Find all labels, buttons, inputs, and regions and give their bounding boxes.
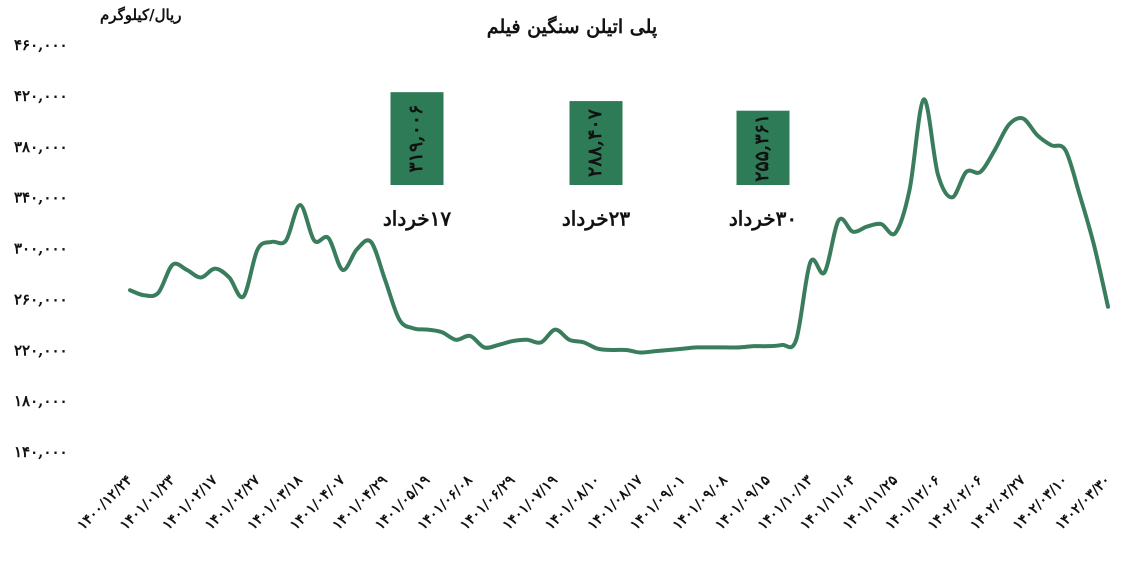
y-tick-label: ۱۴۰,۰۰۰ (14, 443, 68, 461)
y-tick-label: ۳۸۰,۰۰۰ (14, 138, 68, 156)
y-tick-label: ۲۲۰,۰۰۰ (14, 341, 68, 359)
annotation-box (569, 101, 623, 185)
y-tick-label: ۴۶۰,۰۰۰ (14, 36, 68, 54)
annotation-value: ۲۸۸,۴۰۷ (584, 108, 606, 177)
y-tick-label: ۳۴۰,۰۰۰ (14, 189, 68, 207)
chart-title: پلی اتیلن سنگین فیلم (487, 15, 657, 38)
y-tick-label: ۴۲۰,۰۰۰ (14, 87, 68, 105)
y-tick-label: ۱۸۰,۰۰۰ (14, 392, 68, 410)
annotation-box (736, 110, 790, 185)
annotation-label: ۳۰خرداد (729, 207, 797, 232)
y-tick-label: ۲۶۰,۰۰۰ (14, 290, 68, 308)
y-axis-label: ریال/کیلوگرم (100, 6, 181, 24)
annotation-value: ۳۱۹,۰۰۶ (405, 105, 427, 173)
annotation-box (390, 92, 444, 185)
y-tick-label: ۳۰۰,۰۰۰ (14, 240, 68, 258)
annotation-label: ۲۳خرداد (562, 207, 631, 232)
annotation-label: ۱۷خرداد (383, 207, 452, 232)
annotation-value: ۲۵۵,۳۶۱ (751, 114, 773, 182)
line (128, 97, 1110, 355)
